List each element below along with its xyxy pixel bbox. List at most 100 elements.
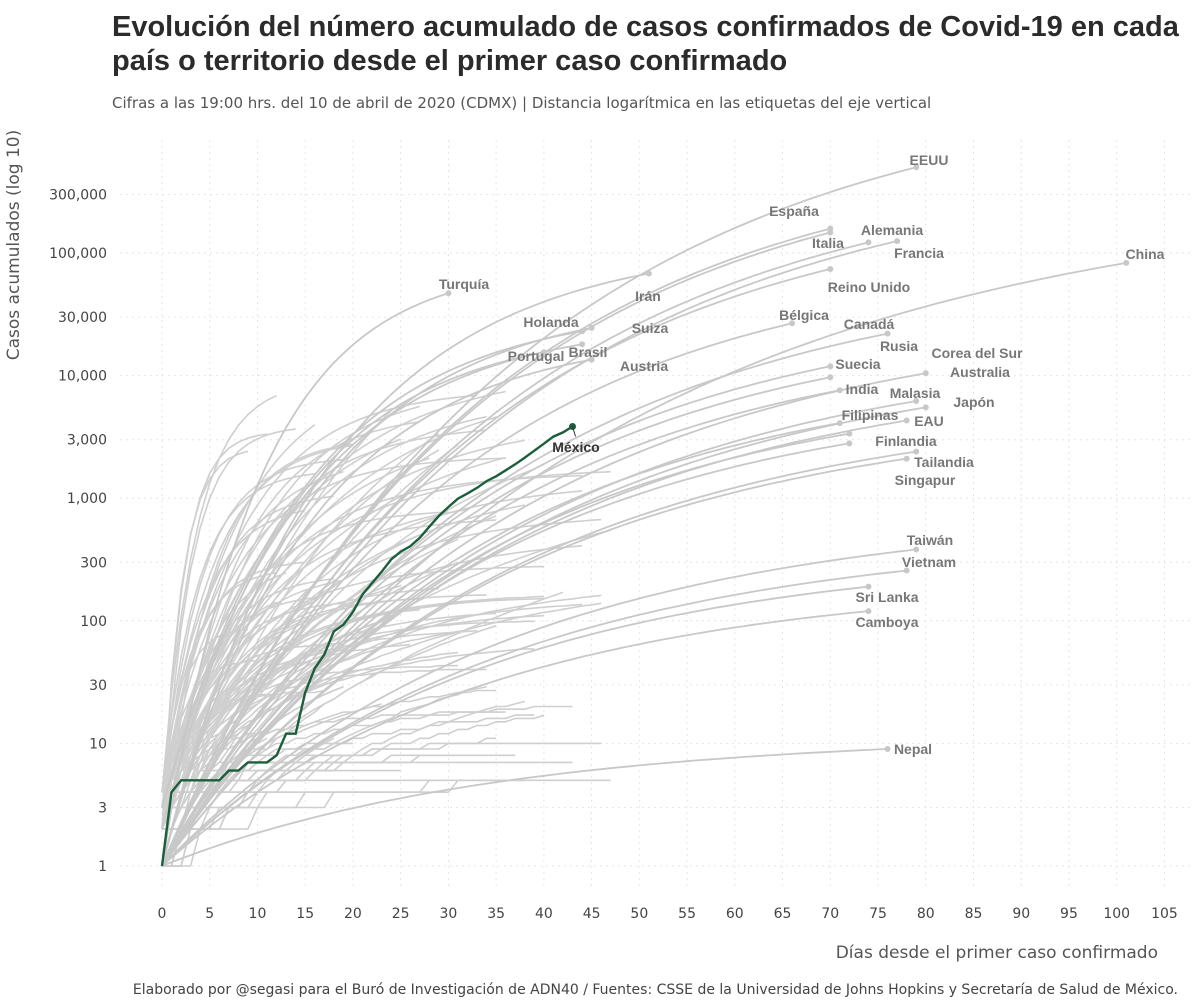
country-label: Portugal — [508, 348, 565, 364]
x-tick-label: 50 — [630, 906, 648, 922]
background-country-line — [162, 761, 344, 867]
country-line-eau — [161, 432, 850, 867]
country-end-point — [865, 608, 872, 615]
y-axis-title: Casos acumulados (log 10) — [4, 130, 24, 361]
country-line-turquía — [161, 292, 449, 867]
mexico-line — [160, 425, 574, 867]
background-country-line — [161, 458, 344, 808]
background-country-line — [161, 473, 315, 793]
country-end-point — [540, 349, 547, 356]
country-end-point — [645, 270, 652, 277]
country-line-portugal — [161, 351, 545, 830]
country-end-point — [865, 583, 872, 590]
y-tick-label: 100 — [80, 614, 107, 630]
background-country-line — [161, 518, 602, 830]
country-end-point — [846, 430, 853, 437]
country-line-holanda — [161, 330, 583, 808]
country-label: Vietnam — [902, 554, 956, 570]
country-label: Brasil — [569, 344, 608, 360]
country-label: Suiza — [632, 320, 669, 336]
country-end-point — [913, 448, 920, 455]
background-country-line — [161, 409, 392, 830]
x-tick-label: 0 — [158, 906, 167, 922]
country-label: Finlandia — [875, 433, 937, 449]
background-country-line — [161, 394, 478, 793]
x-tick-label: 90 — [1012, 906, 1030, 922]
background-country-line — [161, 602, 344, 867]
x-tick-label: 100 — [1103, 906, 1130, 922]
source-caption: Elaborado por @segasi para el Buró de In… — [132, 982, 1178, 998]
x-tick-label: 20 — [344, 906, 362, 922]
country-label: Nepal — [894, 741, 932, 757]
country-label: Bélgica — [779, 307, 829, 323]
y-tick-label: 300 — [80, 555, 107, 571]
country-label: Holanda — [523, 314, 578, 330]
background-country-line — [161, 474, 583, 830]
country-end-point — [913, 546, 920, 553]
country-line-corea-del-sur — [161, 372, 926, 867]
country-end-point — [836, 420, 843, 427]
x-tick-label: 30 — [439, 906, 457, 922]
country-label: EEUU — [910, 152, 949, 168]
country-end-point — [894, 238, 901, 245]
y-tick-label: 10,000 — [58, 369, 107, 385]
country-end-point — [865, 239, 872, 246]
background-country-line — [161, 450, 249, 830]
y-tick-label: 10 — [89, 736, 107, 752]
y-tick-label: 30,000 — [58, 310, 107, 326]
background-country-line — [161, 595, 544, 830]
x-tick-label: 75 — [869, 906, 887, 922]
x-tick-label: 35 — [487, 906, 505, 922]
country-end-point — [827, 363, 834, 370]
country-end-point — [836, 387, 843, 394]
background-country-line — [161, 444, 354, 793]
country-line-sri-lanka — [161, 585, 869, 867]
x-tick-label: 25 — [392, 906, 410, 922]
country-label: Irán — [635, 288, 661, 304]
x-tick-label: 65 — [774, 906, 792, 922]
country-label: Japón — [953, 394, 994, 410]
country-label: Rusia — [880, 338, 918, 354]
background-country-line — [162, 779, 611, 830]
chart-subtitle: Cifras a las 19:00 hrs. del 10 de abril … — [112, 94, 932, 112]
country-end-point — [922, 370, 929, 377]
x-tick-label: 70 — [821, 906, 839, 922]
x-tick-label: 105 — [1151, 906, 1178, 922]
country-end-point — [827, 229, 834, 236]
country-label: Filipinas — [842, 407, 899, 423]
y-tick-label: 30 — [89, 678, 107, 694]
country-label: India — [846, 381, 879, 397]
y-tick-label: 3 — [98, 801, 107, 817]
country-label: Sri Lanka — [855, 589, 918, 605]
country-end-point — [579, 341, 586, 348]
background-country-line — [161, 394, 277, 793]
country-label: Francia — [894, 245, 944, 261]
y-tick-label: 300,000 — [49, 188, 107, 204]
country-line-singapur — [161, 457, 907, 867]
country-end-point — [588, 324, 595, 331]
x-tick-label: 60 — [726, 906, 744, 922]
country-end-point — [445, 290, 452, 297]
country-label: Suecia — [835, 356, 880, 372]
country-line-taiwán — [161, 548, 917, 867]
country-end-point — [903, 567, 910, 574]
background-country-line — [162, 603, 583, 867]
x-tick-label: 10 — [249, 906, 267, 922]
country-end-point — [827, 374, 834, 381]
country-line-finlandia — [161, 442, 850, 867]
country-line-rusia — [161, 365, 831, 867]
country-line-vietnam — [161, 569, 907, 867]
country-label: Tailandia — [914, 454, 974, 470]
country-line-malasia — [161, 419, 907, 867]
country-line-nepal — [161, 748, 888, 867]
country-label: Turquía — [439, 276, 490, 292]
country-labels: EEUU España Italia Alemania Francia China Rein… — [439, 152, 1165, 757]
country-label: Corea del Sur — [931, 345, 1023, 361]
country-end-point — [922, 404, 929, 411]
country-label: Australia — [950, 364, 1010, 380]
y-tick-label: 100,000 — [49, 246, 107, 262]
country-label: Canadá — [844, 316, 895, 332]
country-end-point — [913, 398, 920, 405]
country-label: Italia — [812, 235, 844, 251]
